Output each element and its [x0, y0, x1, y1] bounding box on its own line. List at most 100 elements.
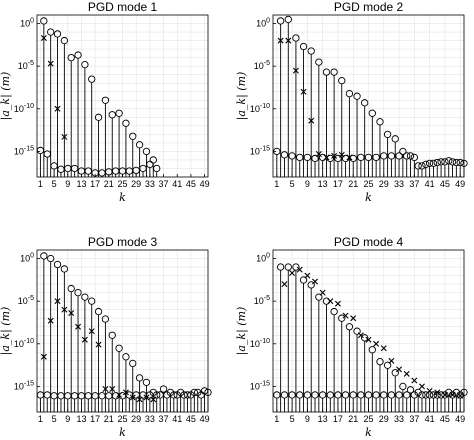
data-point-x	[122, 389, 129, 396]
data-point-circle	[296, 391, 304, 399]
x-tick-label: 45	[440, 414, 450, 424]
data-point-circle	[315, 293, 323, 301]
y-axis-label: |a_k| (m)	[235, 307, 249, 356]
data-point-circle	[361, 334, 369, 342]
x-tick-label: 17	[90, 179, 100, 189]
x-tick-label: 13	[76, 414, 86, 424]
x-tick-label: 9	[65, 414, 70, 424]
x-tick-label: 21	[348, 414, 358, 424]
x-tick-label: 49	[455, 179, 465, 189]
data-point-x	[327, 298, 334, 305]
chart-title: PGD mode 4	[334, 235, 404, 249]
chart-title: PGD mode 2	[334, 0, 404, 14]
data-point-circle	[67, 53, 75, 62]
data-point-circle	[345, 323, 354, 331]
data-point-circle	[368, 109, 376, 117]
data-point-circle	[299, 276, 308, 284]
y-tick-label: 10-5	[254, 60, 270, 71]
data-point-circle	[456, 391, 464, 399]
data-point-circle	[108, 111, 116, 119]
data-point-circle	[53, 260, 62, 269]
data-point-circle	[448, 391, 457, 399]
x-tick-label: 5	[52, 179, 57, 189]
data-point-x	[312, 278, 319, 285]
data-point-x	[54, 298, 61, 305]
data-point-x	[411, 377, 418, 384]
data-point-circle	[149, 156, 157, 164]
data-point-circle	[292, 34, 300, 42]
data-point-x	[396, 366, 403, 373]
x-tick-label: 29	[131, 179, 141, 189]
data-point-circle	[357, 391, 365, 399]
data-point-circle	[338, 314, 346, 322]
data-point-circle	[81, 61, 89, 69]
data-point-circle	[276, 263, 285, 271]
x-tick-label: 17	[333, 179, 343, 189]
data-point-x	[129, 394, 136, 401]
y-tick-label: 100	[20, 18, 34, 29]
x-tick-label: 9	[305, 179, 310, 189]
data-point-circle	[387, 152, 396, 160]
chart-panel-3: PGD mode 3 10-15 10-10 10-5 100 1 5 9 13 17 21 25 29…	[0, 235, 212, 439]
data-point-x	[365, 336, 372, 343]
data-point-x	[109, 385, 116, 392]
y-tick-label: 10-5	[18, 60, 34, 71]
x-tick-label: 17	[333, 414, 343, 424]
x-tick-label: 41	[172, 179, 182, 189]
y-tick-label: 10-10	[14, 338, 34, 349]
x-tick-label: 25	[117, 414, 127, 424]
data-point-circle	[183, 391, 192, 399]
data-point-circle	[288, 152, 296, 160]
data-point-x	[54, 105, 61, 112]
data-point-circle	[47, 28, 55, 36]
y-tick-label: 10-15	[14, 145, 34, 156]
data-point-x	[102, 385, 109, 392]
data-point-x	[403, 370, 410, 377]
y-tick-label: 10-15	[250, 380, 270, 391]
data-point-circle	[122, 353, 130, 361]
data-point-circle	[53, 30, 62, 38]
data-point-circle	[303, 391, 312, 399]
data-point-circle	[345, 89, 354, 98]
data-point-x	[116, 391, 123, 398]
data-point-circle	[292, 263, 300, 271]
data-point-x	[350, 315, 357, 322]
data-point-circle	[418, 162, 426, 170]
data-point-x	[319, 289, 326, 296]
x-tick-label: 41	[172, 414, 182, 424]
data-point-circle	[280, 391, 289, 399]
data-point-x	[449, 391, 456, 398]
data-point-x	[40, 35, 47, 42]
data-point-circle	[368, 346, 376, 354]
x-tick-label: 1	[38, 179, 43, 189]
data-point-circle	[94, 307, 103, 316]
data-point-circle	[101, 315, 110, 323]
y-axis-label: |a_k| (m)	[0, 72, 13, 121]
data-point-circle	[94, 113, 103, 121]
data-point-x	[308, 117, 315, 124]
data-point-x	[40, 353, 47, 360]
data-point-x	[346, 154, 353, 161]
data-point-x	[357, 332, 364, 339]
data-point-circle	[372, 391, 380, 399]
data-point-circle	[376, 118, 384, 126]
data-point-x	[331, 152, 338, 159]
data-point-circle	[391, 369, 399, 377]
data-point-circle	[276, 17, 285, 25]
x-tick-label: 45	[440, 179, 450, 189]
x-tick-label: 21	[104, 414, 114, 424]
data-point-circle	[322, 68, 331, 76]
data-point-circle	[403, 152, 411, 160]
x-tick-label: 13	[76, 179, 86, 189]
data-point-circle	[380, 391, 388, 399]
data-point-circle	[315, 58, 323, 66]
x-tick-label: 25	[363, 414, 373, 424]
data-point-x	[380, 345, 387, 352]
data-point-circle	[429, 159, 438, 167]
data-point-circle	[81, 293, 89, 301]
data-point-circle	[364, 391, 373, 399]
data-point-x	[457, 392, 464, 399]
x-tick-label: 37	[159, 179, 169, 189]
data-point-circle	[429, 391, 438, 399]
